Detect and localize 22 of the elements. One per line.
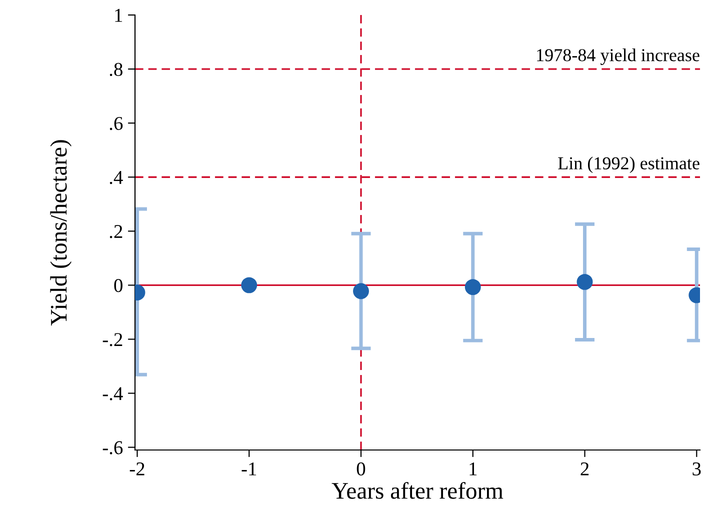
y-tick-label: .8	[110, 62, 122, 76]
x-tick-label: 3	[692, 462, 701, 476]
x-tick-label: -1	[242, 462, 256, 476]
ref-line-label: Lin (1992) estimate	[558, 156, 700, 174]
y-tick-label: -.4	[102, 387, 123, 400]
y-tick-label: .4	[110, 171, 123, 184]
x-tick-label: 0	[356, 462, 366, 476]
point	[464, 279, 481, 296]
x-tick-label: 1	[470, 462, 477, 476]
x-axis-title: Years after reform	[332, 482, 504, 499]
y-tick-label: 1	[115, 8, 122, 22]
y-tick-label: -.2	[102, 333, 122, 346]
x-tick-label: -2	[130, 462, 144, 476]
y-tick-label: 0	[114, 279, 122, 292]
point	[576, 274, 593, 290]
x-tick-label: 2	[580, 462, 589, 476]
y-tick-label: .6	[110, 116, 123, 130]
y-tick-label: -.6	[102, 441, 123, 454]
y-axis-title: Yield (tons/hectare)	[50, 140, 72, 326]
ref-line-label: 1978-84 yield increase	[537, 48, 700, 65]
y-tick-label: .2	[110, 225, 122, 238]
point	[353, 283, 369, 300]
